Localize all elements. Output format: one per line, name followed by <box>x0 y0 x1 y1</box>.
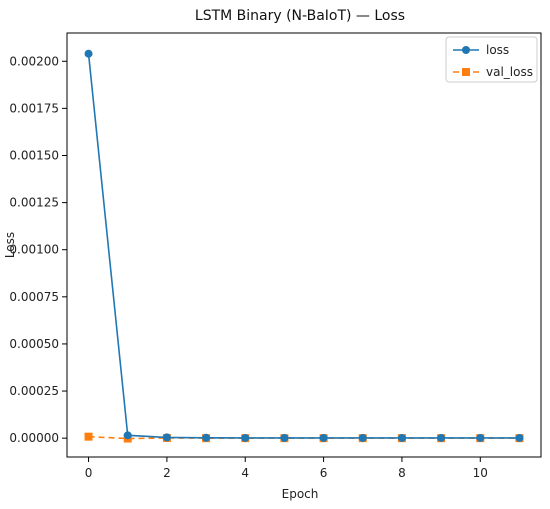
data-point <box>84 432 93 441</box>
y-tick-label: 0.00050 <box>9 337 59 351</box>
legend-label: val_loss <box>486 65 533 79</box>
data-point <box>437 433 446 442</box>
legend-marker <box>462 68 470 76</box>
legend: loss val_loss <box>445 36 538 83</box>
x-axis-label: Epoch <box>282 487 319 501</box>
legend-marker <box>462 46 470 54</box>
data-point <box>162 433 171 442</box>
series-layer <box>84 49 524 443</box>
data-point <box>476 433 485 442</box>
y-tick-label: 0.00000 <box>9 431 59 445</box>
data-point <box>202 433 211 442</box>
legend-label: loss <box>486 43 509 57</box>
x-tick-label: 2 <box>163 466 171 480</box>
y-axis-label: Loss <box>3 232 17 258</box>
series-line <box>87 53 520 439</box>
data-point <box>358 433 367 442</box>
x-axis: 0 2 4 6 8 10 <box>85 457 488 480</box>
legend-item: loss <box>453 43 509 57</box>
y-tick-label: 0.00075 <box>9 290 59 304</box>
x-tick-label: 6 <box>320 466 328 480</box>
y-tick-label: 0.00175 <box>9 101 59 115</box>
data-point <box>84 49 93 58</box>
data-point <box>241 433 250 442</box>
y-tick-label: 0.00025 <box>9 384 59 398</box>
data-point <box>397 433 406 442</box>
data-point <box>280 433 289 442</box>
plot-area-frame <box>66 32 542 458</box>
y-axis: 0.00000 0.00025 0.00050 0.00075 0.00100 0.001… <box>9 54 67 445</box>
y-tick-label: 0.00100 <box>9 243 59 257</box>
y-tick-label: 0.00125 <box>9 196 59 210</box>
data-point <box>515 433 524 442</box>
legend-item: val_loss <box>453 65 533 79</box>
x-tick-label: 10 <box>473 466 488 480</box>
y-tick-label: 0.00150 <box>9 148 59 162</box>
chart-title: LSTM Binary (N-BaIoT) — Loss <box>195 8 405 24</box>
series-loss <box>84 49 524 442</box>
x-tick-label: 8 <box>398 466 406 480</box>
x-tick-label: 4 <box>241 466 249 480</box>
data-point <box>319 433 328 442</box>
y-tick-label: 0.00200 <box>9 54 59 68</box>
x-tick-label: 0 <box>85 466 93 480</box>
data-point <box>123 431 132 440</box>
